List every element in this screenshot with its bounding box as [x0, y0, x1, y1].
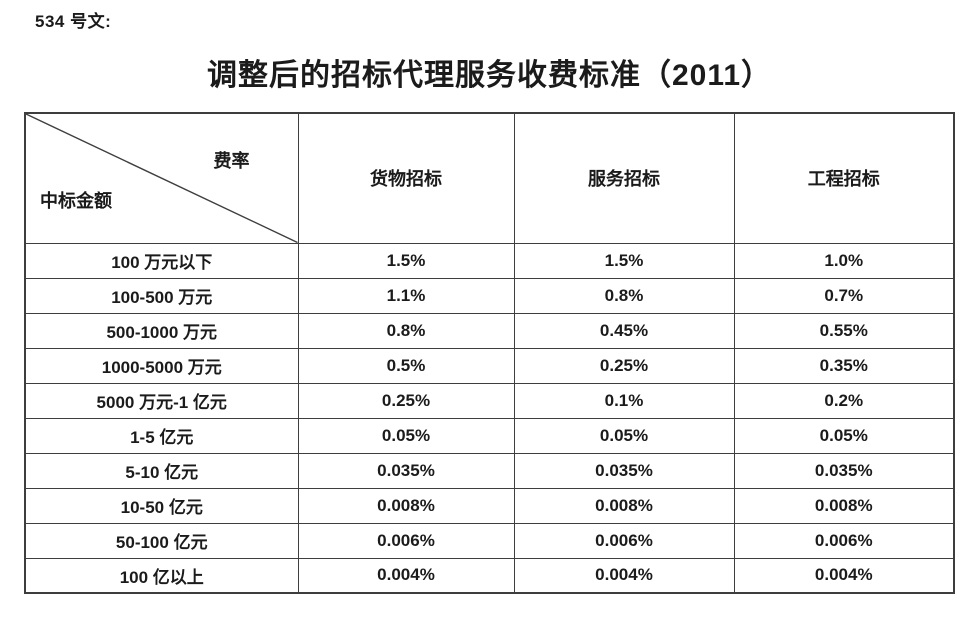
rate-cell-services: 0.1%: [513, 382, 735, 419]
table-row: 50-100 亿元 0.006% 0.006% 0.006%: [24, 522, 955, 559]
rate-cell-goods: 0.006%: [297, 522, 515, 559]
rate-cell-engineering: 0.7%: [733, 277, 955, 314]
amount-range-cell: 1-5 亿元: [24, 417, 299, 454]
rate-cell-engineering: 0.2%: [733, 382, 955, 419]
rate-cell-services: 0.25%: [513, 347, 735, 384]
doc-number-label: 534 号文:: [35, 12, 112, 31]
rate-cell-goods: 0.25%: [297, 382, 515, 419]
rate-cell-services: 1.5%: [513, 242, 735, 279]
rate-cell-goods: 1.5%: [297, 242, 515, 279]
rate-cell-services: 0.006%: [513, 522, 735, 559]
rate-cell-goods: 0.8%: [297, 312, 515, 349]
rate-cell-services: 0.035%: [513, 452, 735, 489]
rate-cell-engineering: 0.035%: [733, 452, 955, 489]
rate-cell-services: 0.8%: [513, 277, 735, 314]
table-row: 100-500 万元 1.1% 0.8% 0.7%: [24, 277, 955, 314]
amount-range-cell: 1000-5000 万元: [24, 347, 299, 384]
rate-cell-engineering: 0.35%: [733, 347, 955, 384]
corner-label-rate: 费率: [213, 151, 250, 171]
rate-cell-goods: 0.5%: [297, 347, 515, 384]
rate-cell-services: 0.45%: [513, 312, 735, 349]
table-row: 1-5 亿元 0.05% 0.05% 0.05%: [24, 417, 955, 454]
rate-cell-engineering: 0.55%: [733, 312, 955, 349]
column-header-goods: 货物招标: [297, 112, 515, 244]
rate-cell-goods: 0.004%: [297, 557, 515, 594]
rate-cell-engineering: 1.0%: [733, 242, 955, 279]
corner-label-amount: 中标金额: [40, 190, 112, 211]
column-header-services: 服务招标: [513, 112, 735, 244]
column-header-engineering: 工程招标: [733, 112, 955, 244]
corner-cell: 费率 中标金额: [24, 112, 299, 244]
rate-cell-services: 0.008%: [513, 487, 735, 524]
rate-cell-engineering: 0.004%: [733, 557, 955, 594]
table-row: 1000-5000 万元 0.5% 0.25% 0.35%: [24, 347, 955, 384]
amount-range-cell: 500-1000 万元: [24, 312, 299, 349]
table-row: 5-10 亿元 0.035% 0.035% 0.035%: [24, 452, 955, 489]
amount-range-cell: 5-10 亿元: [24, 452, 299, 489]
rate-cell-services: 0.05%: [513, 417, 735, 454]
rate-cell-services: 0.004%: [513, 557, 735, 594]
table-header-row: 费率 中标金额 货物招标 服务招标 工程招标: [24, 112, 955, 244]
amount-range-cell: 10-50 亿元: [24, 487, 299, 524]
table-row: 100 万元以下 1.5% 1.5% 1.0%: [24, 242, 955, 279]
rate-cell-goods: 1.1%: [297, 277, 515, 314]
amount-range-cell: 100-500 万元: [24, 277, 299, 314]
amount-range-cell: 50-100 亿元: [24, 522, 299, 559]
rate-cell-goods: 0.008%: [297, 487, 515, 524]
table-row: 100 亿以上 0.004% 0.004% 0.004%: [24, 557, 955, 594]
diagonal-line: [26, 114, 298, 243]
table-row: 500-1000 万元 0.8% 0.45% 0.55%: [24, 312, 955, 349]
amount-range-cell: 100 万元以下: [24, 242, 299, 279]
rate-cell-engineering: 0.008%: [733, 487, 955, 524]
rate-cell-engineering: 0.05%: [733, 417, 955, 454]
rate-cell-goods: 0.05%: [297, 417, 515, 454]
rate-cell-engineering: 0.006%: [733, 522, 955, 559]
amount-range-cell: 100 亿以上: [24, 557, 299, 594]
table-row: 10-50 亿元 0.008% 0.008% 0.008%: [24, 487, 955, 524]
table-row: 5000 万元-1 亿元 0.25% 0.1% 0.2%: [24, 382, 955, 419]
fee-rate-table: 费率 中标金额 货物招标 服务招标 工程招标 100 万元以下 1.5% 1.5…: [24, 112, 955, 594]
page-title: 调整后的招标代理服务收费标准（2011）: [206, 59, 773, 92]
rate-cell-goods: 0.035%: [297, 452, 515, 489]
amount-range-cell: 5000 万元-1 亿元: [24, 382, 299, 419]
